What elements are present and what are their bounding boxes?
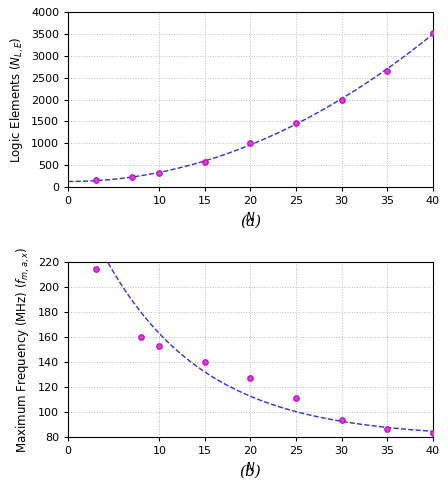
Y-axis label: Maximum Frequency (MHz) ($f_{m,a,x}$): Maximum Frequency (MHz) ($f_{m,a,x}$): [15, 246, 32, 452]
X-axis label: N: N: [246, 211, 255, 224]
X-axis label: N: N: [246, 461, 255, 474]
Text: (a): (a): [240, 215, 261, 228]
Y-axis label: Logic Elements ($N_{L,E}$): Logic Elements ($N_{L,E}$): [9, 36, 26, 163]
Text: (b): (b): [240, 465, 261, 479]
